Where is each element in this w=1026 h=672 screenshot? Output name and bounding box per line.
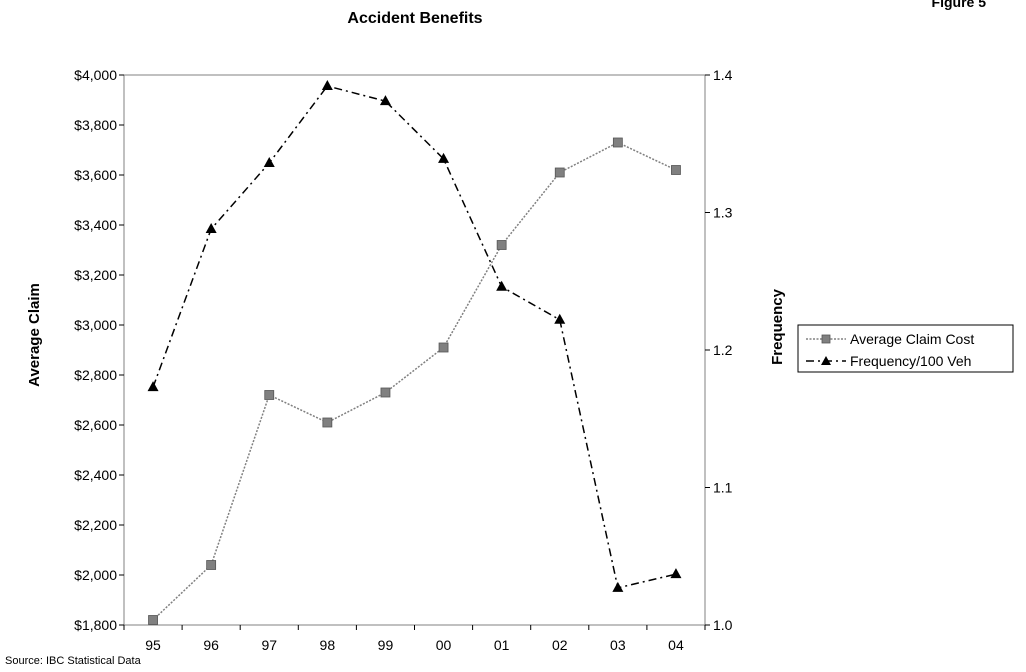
plot-area	[123, 74, 706, 626]
x-tick-label: 97	[261, 637, 277, 653]
series-line-frequency	[152, 85, 677, 589]
point-frequency	[321, 80, 333, 90]
point-average-claim-cost	[206, 560, 217, 570]
point-frequency	[670, 568, 682, 579]
y-tick-label-left: $2,200	[74, 517, 117, 533]
legend-label-frequency: Frequency/100 Veh	[850, 353, 971, 369]
point-average-claim-cost	[322, 417, 333, 428]
y-tick-label-right: 1.2	[713, 342, 733, 358]
series-average-claim-cost	[148, 137, 681, 625]
y-tick-label-left: $4,000	[74, 67, 117, 83]
point-frequency	[554, 313, 566, 324]
point-average-claim-cost	[612, 137, 623, 148]
point-frequency	[496, 280, 508, 291]
right-axis-title: Frequency	[769, 288, 786, 365]
legend-marker-frequency	[821, 356, 831, 365]
legend: Average Claim Cost Frequency/100 Veh	[797, 324, 1014, 373]
x-tick-label: 96	[203, 637, 219, 653]
legend-marker-average-claim-cost	[821, 334, 831, 344]
y-tick-label-right: 1.3	[713, 205, 733, 221]
point-average-claim-cost	[264, 390, 275, 400]
y-tick-label-left: $1,800	[74, 617, 117, 633]
y-tick-label-left: $2,800	[74, 367, 117, 383]
point-frequency	[263, 157, 275, 167]
x-tick-label: 00	[436, 637, 452, 653]
x-tick-label: 01	[494, 637, 510, 653]
right-axis: 1.0 1.1 1.2 1.3 1.4	[705, 67, 733, 633]
point-frequency	[205, 223, 217, 233]
y-tick-label-left: $2,400	[74, 467, 117, 483]
y-tick-label-right: 1.0	[713, 617, 733, 633]
x-tick-label: 98	[320, 637, 336, 653]
series-line-average-claim-cost	[152, 141, 677, 621]
chart-title: Accident Benefits	[347, 10, 482, 27]
y-tick-label-left: $3,200	[74, 267, 117, 283]
x-tick-label: 03	[610, 637, 626, 653]
x-tick-label: 95	[145, 637, 161, 653]
figure-label: Figure 5	[932, 0, 987, 10]
legend-label-average-claim-cost: Average Claim Cost	[850, 331, 974, 347]
point-frequency	[612, 581, 624, 592]
y-tick-label-left: $2,600	[74, 417, 117, 433]
y-tick-label-left: $3,800	[74, 117, 117, 133]
y-tick-label-right: 1.1	[713, 480, 733, 496]
point-frequency	[379, 95, 391, 106]
x-axis: 95 96 97 98 99 00 01 02 03 04	[123, 625, 706, 653]
x-tick-label: 99	[378, 637, 394, 653]
point-frequency	[438, 152, 450, 163]
y-tick-label-left: $2,000	[74, 567, 117, 583]
y-tick-label-right: 1.4	[713, 67, 733, 83]
legend-box	[797, 324, 1014, 373]
point-average-claim-cost	[496, 240, 507, 250]
y-tick-label-left: $3,400	[74, 217, 117, 233]
left-axis-title: Average Claim	[26, 283, 43, 387]
point-frequency	[147, 381, 159, 392]
point-average-claim-cost	[148, 615, 158, 625]
x-tick-label: 04	[668, 637, 684, 653]
point-average-claim-cost	[380, 387, 391, 398]
y-tick-label-left: $3,600	[74, 167, 117, 183]
series-frequency	[147, 80, 682, 592]
y-tick-label-left: $3,000	[74, 317, 117, 333]
point-average-claim-cost	[438, 342, 449, 353]
point-average-claim-cost	[554, 167, 565, 178]
point-average-claim-cost	[671, 165, 681, 175]
x-tick-label: 02	[552, 637, 568, 653]
left-axis: $1,800 $2,000 $2,200 $2,400 $2,600 $2,800 $3,0…	[74, 67, 124, 633]
source-note: Source: IBC Statistical Data	[5, 655, 142, 667]
